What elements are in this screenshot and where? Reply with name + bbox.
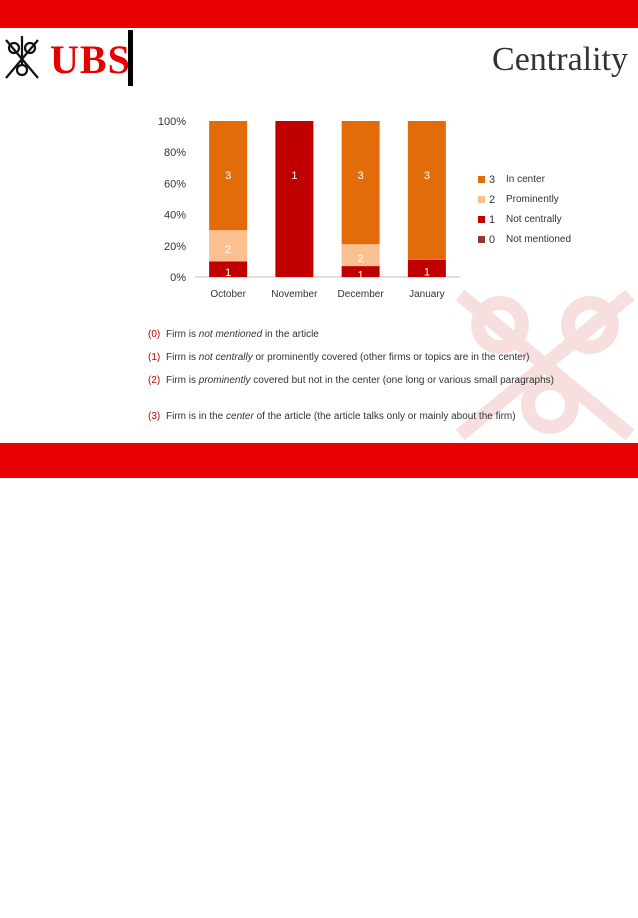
y-tick-label: 100% [158,116,186,128]
bar-segment [209,121,248,231]
bar-data-label: 2 [225,244,231,256]
note-text: Firm is not mentioned in the article [166,329,319,340]
note-emphasis: not centrally [198,352,253,363]
legend-item: 0 Not mentioned [478,232,618,248]
legend-code: 0 [489,234,496,246]
x-tick-label: January [409,289,445,300]
ubs-keys-watermark-icon [455,289,635,441]
bar-data-label: 3 [358,170,364,182]
note-code: (2) [148,375,161,386]
legend-code: 1 [489,214,496,226]
bar-segment [407,259,446,277]
page-title: Centrality [492,41,628,78]
note-text: Firm is in the center of the article (th… [166,411,516,422]
bar-data-label: 1 [358,270,364,282]
legend-label: Prominently [506,194,559,205]
bottom-red-bar: You & Us [0,443,638,917]
legend-item: 1 Not centrally [478,212,618,228]
ubs-keys-icon [5,36,39,79]
legend-swatch [478,176,485,183]
legend-label: Not centrally [506,214,562,225]
bar-data-label: 2 [358,253,364,265]
bar-data-label: 1 [291,170,297,182]
bar-data-label: 1 [424,266,430,278]
note-code: (1) [148,352,161,363]
y-tick-label: 80% [164,147,186,159]
bar-segment [341,244,380,267]
note-code: (0) [148,329,161,340]
legend-code: 2 [489,194,496,206]
note-text: Firm is prominently covered but not in t… [166,375,554,386]
y-tick-label: 20% [164,241,186,253]
y-tick-label: 40% [164,210,186,222]
legend-swatch [478,236,485,243]
x-tick-label: October [210,289,246,300]
bar-segment [341,266,380,277]
legend-label: Not mentioned [506,234,572,245]
bar-segment [407,121,446,260]
legend-code: 3 [489,174,496,186]
brand-name: UBS [50,37,131,82]
bar-segment [275,121,314,277]
top-red-bar [0,0,638,28]
note-emphasis: prominently [198,375,251,386]
slogan: You & Us [549,895,630,917]
legend-swatch [478,216,485,223]
bar-segment [341,121,380,245]
note-emphasis: center [226,411,254,422]
legend-item: 3 In center [478,172,618,188]
y-tick-label: 0% [170,272,186,284]
y-tick-label: 60% [164,178,186,190]
x-tick-label: December [338,289,385,300]
legend-label: In center [506,174,545,185]
legend-swatch [478,196,485,203]
note-code: (3) [148,411,161,422]
bar-data-label: 3 [424,170,430,182]
legend-item: 2 Prominently [478,192,618,208]
logo-divider [128,30,133,86]
x-tick-label: November [271,289,318,300]
stacked-bar-chart: 0% 20% 40% 60% 80% 100% 1 2 3 1 1 2 3 1 3 October Nove… [158,116,460,300]
bar-segment [209,261,248,277]
bar-segment [209,230,248,262]
bar-data-label: 1 [225,267,231,279]
note-text: Firm is not centrally or prominently cov… [166,352,530,363]
bar-data-label: 3 [225,170,231,182]
note-emphasis: not mentioned [198,329,263,340]
